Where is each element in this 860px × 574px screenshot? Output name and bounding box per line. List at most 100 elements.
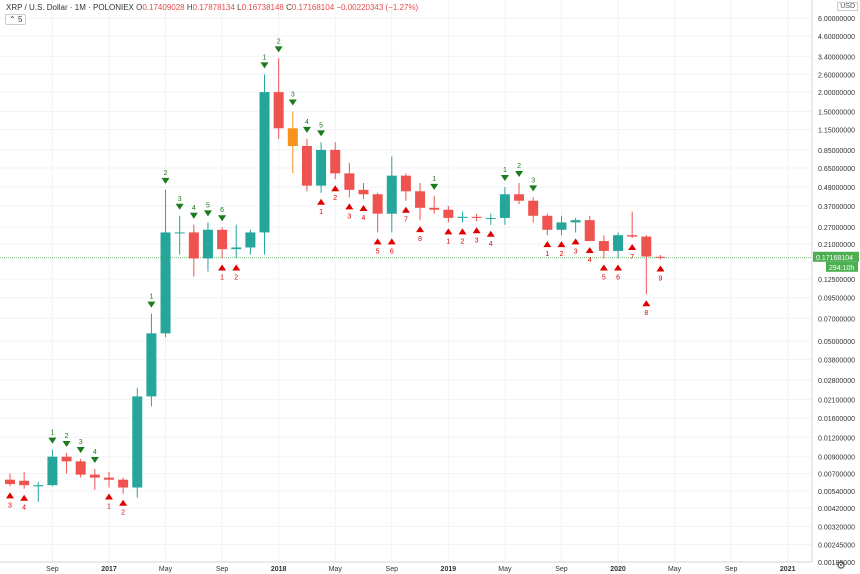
price-tick-label: 0.00700000: [818, 472, 855, 479]
candle-body: [202, 229, 213, 259]
candle-body: [655, 256, 666, 258]
candle-body: [584, 220, 595, 242]
sell-setup-count: 5: [206, 202, 210, 209]
buy-setup-arrow: [458, 228, 467, 235]
buy-setup-arrow: [585, 247, 594, 254]
sell-setup-arrow: [288, 99, 297, 106]
buy-setup-arrow: [543, 241, 552, 248]
sell-setup-count: 5: [319, 122, 323, 129]
buy-setup-count: 1: [220, 274, 224, 281]
last-price-badge: [813, 251, 859, 262]
candle-body: [61, 456, 72, 462]
candle-body: [542, 215, 553, 230]
buy-setup-count: 7: [630, 254, 634, 261]
price-tick-label: 0.00189000: [818, 560, 855, 567]
price-tick-label: 0.49000000: [818, 185, 855, 192]
candle-body: [556, 222, 567, 230]
sell-setup-arrow: [175, 203, 184, 210]
sell-setup-count: 4: [192, 205, 196, 212]
candle-body: [33, 485, 44, 487]
time-tick-label: Sep: [555, 566, 568, 573]
time-tick-label: 2019: [441, 566, 457, 573]
buy-setup-count: 2: [560, 251, 564, 258]
open-value: 0.17409028: [142, 3, 185, 12]
price-tick-label: 0.01600000: [818, 416, 855, 423]
time-tick-label: Sep: [46, 566, 59, 573]
buy-setup-count: 2: [461, 238, 465, 245]
buy-setup-count: 8: [644, 310, 648, 317]
price-tick-label: 0.00420000: [818, 506, 855, 513]
price-tick-label: 0.05000000: [818, 339, 855, 346]
buy-setup-arrow: [373, 238, 382, 245]
buy-setup-arrow: [359, 205, 368, 212]
time-tick-label: Sep: [725, 566, 738, 573]
sell-setup-arrow: [76, 446, 85, 453]
price-tick-label: 2.60000000: [818, 72, 855, 79]
sell-setup-count: 3: [531, 177, 535, 184]
sell-setup-arrow: [500, 175, 509, 182]
candle-body: [287, 128, 298, 146]
buy-setup-count: 6: [390, 248, 394, 255]
buy-setup-count: 2: [333, 195, 337, 202]
sell-setup-arrow: [430, 183, 439, 190]
candle-body: [358, 189, 369, 195]
buy-setup-count: 7: [404, 217, 408, 224]
time-tick-label: 2021: [780, 566, 796, 573]
time-tick-label: May: [668, 566, 682, 573]
buy-setup-arrow: [119, 499, 128, 506]
sell-setup-count: 2: [65, 433, 69, 440]
buy-setup-arrow: [20, 494, 29, 501]
buy-setup-count: 2: [234, 274, 238, 281]
candle-body: [118, 479, 129, 488]
price-tick-label: 0.03800000: [818, 358, 855, 365]
buy-setup-count: 4: [489, 241, 493, 248]
sell-setup-count: 3: [79, 439, 83, 446]
candle-body: [429, 207, 440, 210]
sell-setup-arrow: [317, 130, 326, 137]
candle-body: [372, 194, 383, 214]
symbol-legend: XRP / U.S. Dollar · 1M · POLONIEX O0.174…: [6, 3, 418, 12]
sell-setup-arrow: [515, 171, 524, 178]
chevron-up-icon: ⌃: [9, 15, 16, 24]
last-price-value: 0.17168104: [816, 255, 853, 262]
sell-setup-arrow: [90, 457, 99, 464]
buy-setup-count: 5: [602, 274, 606, 281]
indicator-toggle[interactable]: ⌃ 5: [5, 14, 27, 25]
price-tick-label: 0.02100000: [818, 398, 855, 405]
currency-unit[interactable]: USD: [837, 2, 858, 11]
buy-setup-arrow: [486, 230, 495, 237]
buy-setup-arrow: [444, 228, 453, 235]
price-tick-label: 1.50000000: [818, 110, 855, 117]
candle-body: [415, 191, 426, 208]
candle-body: [259, 92, 270, 233]
candle-body: [471, 216, 482, 218]
time-tick-label: 2020: [610, 566, 626, 573]
buy-setup-arrow: [599, 264, 608, 271]
sell-setup-count: 1: [432, 176, 436, 183]
candle-body: [613, 235, 624, 251]
price-tick-label: 0.21000000: [818, 242, 855, 249]
buy-setup-arrow: [232, 264, 241, 271]
buy-setup-arrow: [642, 300, 651, 307]
buy-setup-count: 3: [8, 502, 12, 509]
time-tick-label: May: [329, 566, 343, 573]
buy-setup-count: 1: [319, 209, 323, 216]
buy-setup-arrow: [557, 241, 566, 248]
time-tick-label: 2018: [271, 566, 287, 573]
candle-body: [344, 173, 355, 190]
gear-icon[interactable]: ⚙: [836, 560, 846, 572]
price-tick-label: 2.00000000: [818, 90, 855, 97]
price-tick-label: 0.00540000: [818, 489, 855, 496]
candle-body: [146, 333, 157, 397]
sell-setup-arrow: [218, 215, 227, 222]
sell-setup-count: 1: [263, 54, 267, 61]
time-tick-label: 2017: [101, 566, 117, 573]
sell-setup-count: 4: [93, 449, 97, 456]
candle-body: [457, 216, 468, 218]
buy-setup-arrow: [472, 227, 481, 234]
sell-setup-arrow: [147, 301, 156, 308]
high-label: H: [186, 3, 193, 12]
close-value: 0.17168104: [291, 3, 335, 12]
